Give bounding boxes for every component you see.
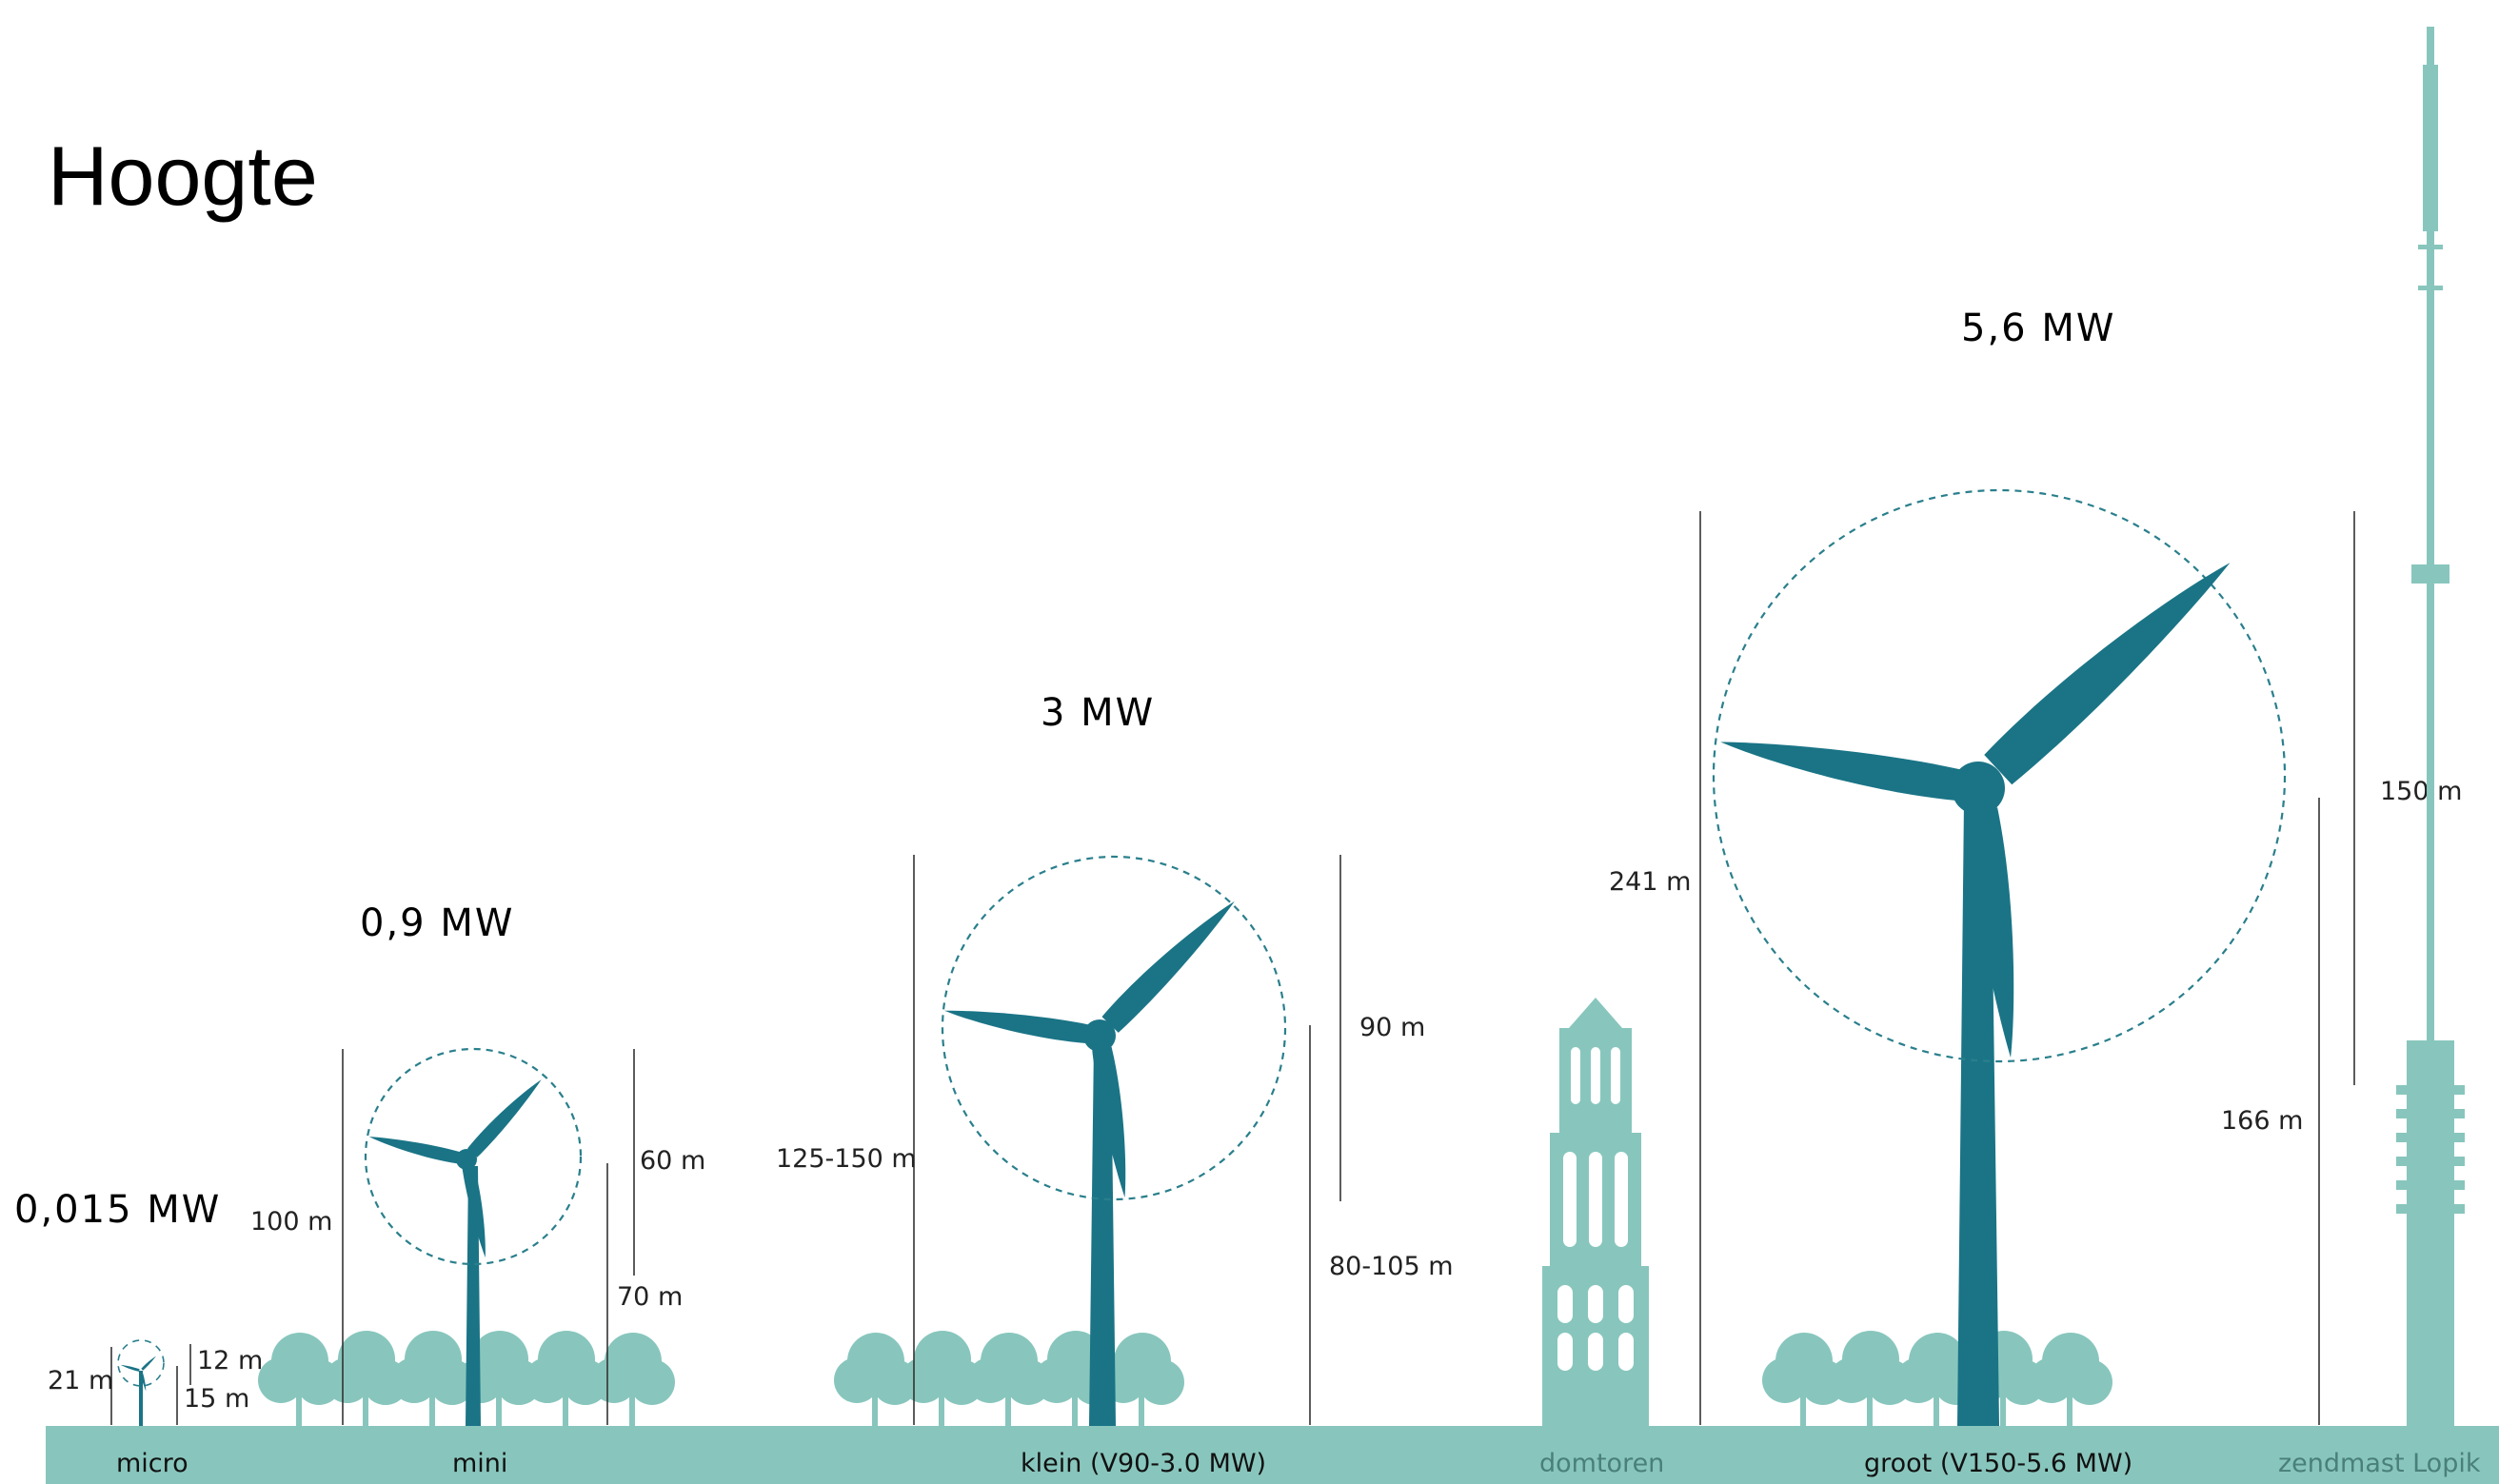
groot-turbine <box>1712 488 2287 1426</box>
groot-total-label: 241 m <box>1609 867 1691 897</box>
label-klein: klein (V90-3.0 MW) <box>1021 1449 1266 1478</box>
mini-rotor-label: 60 m <box>640 1146 705 1176</box>
klein-hub-label: 80-105 m <box>1329 1252 1454 1281</box>
groot-power-label: 5,6 MW <box>1961 307 2115 350</box>
groot-hub-label: 166 m <box>2221 1106 2303 1136</box>
label-groot: groot (V150-5.6 MW) <box>1864 1449 2132 1478</box>
micro-hub-label: 15 m <box>184 1384 249 1414</box>
klein-rotor-label: 90 m <box>1359 1013 1425 1042</box>
mini-total-label: 100 m <box>250 1207 332 1237</box>
mini-power-label: 0,9 MW <box>360 901 514 945</box>
label-mini: mini <box>452 1449 507 1478</box>
tree-row-mini-2 <box>325 1331 675 1426</box>
mini-turbine <box>364 1047 583 1426</box>
page-title: Hoogte <box>48 129 318 223</box>
klein-turbine <box>941 855 1287 1426</box>
tree-row-groot <box>1762 1331 2112 1426</box>
ground-strip <box>46 1426 2499 1484</box>
domtoren-windows <box>1557 1047 1634 1371</box>
label-domtoren: domtoren <box>1539 1449 1664 1478</box>
label-zendmast-lopik: zendmast Lopik <box>2278 1449 2481 1478</box>
micro-rotor-label: 12 m <box>197 1346 263 1375</box>
micro-power-label: 0,015 MW <box>14 1188 221 1232</box>
micro-total-label: 21 m <box>48 1366 113 1395</box>
klein-total-label: 125-150 m <box>776 1144 917 1174</box>
micro-turbine <box>117 1339 165 1426</box>
zendmast-lopik-tower <box>2396 27 2465 1426</box>
klein-power-label: 3 MW <box>1041 691 1155 735</box>
mini-hub-label: 70 m <box>617 1282 683 1312</box>
tree-row-klein <box>834 1331 1184 1426</box>
label-micro: micro <box>116 1449 188 1478</box>
groot-rotor-label: 150 m <box>2380 777 2462 806</box>
